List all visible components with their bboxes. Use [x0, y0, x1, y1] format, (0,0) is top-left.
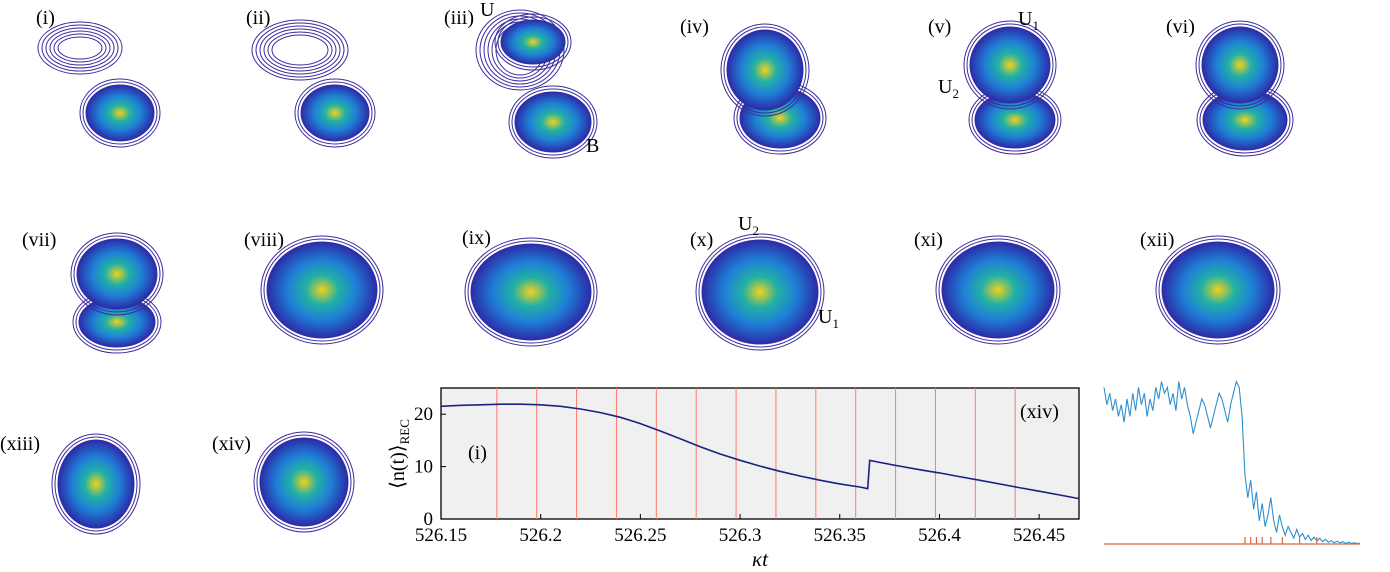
inner-label-start: (i)	[468, 442, 487, 464]
y-axis-label-sub: REC	[397, 419, 412, 444]
wigner-panel: (i)	[36, 7, 160, 147]
y-axis-label: ⟨n(t)⟩REC	[387, 419, 412, 489]
annotation-subscript: 2	[752, 223, 759, 238]
panel-label: (vi)	[1166, 16, 1195, 38]
density-blob	[471, 244, 591, 340]
state-annotation: U1	[818, 306, 839, 331]
density-blob	[260, 438, 348, 526]
state-annotation: B	[586, 135, 599, 157]
wigner-panel: (viii)	[244, 229, 383, 344]
wigner-panel: (xiii)	[0, 433, 140, 534]
density-blob	[77, 239, 157, 309]
inner-label-end: (xiv)	[1020, 401, 1059, 423]
panel-label: (v)	[928, 16, 951, 38]
photon-number-chart: 526.15 526.2 526.25 526.3 526.35 526.4 526.45 0…	[387, 388, 1079, 571]
contour-line	[256, 23, 344, 77]
density-blob	[970, 27, 1050, 103]
trace-line	[1104, 382, 1360, 544]
panel-label: (iii)	[444, 7, 474, 29]
panel-label: (ii)	[246, 7, 270, 29]
x-tick-label: 526.2	[519, 525, 562, 546]
density-blob	[1162, 242, 1274, 338]
wigner-panel: (x) U2 U1	[690, 213, 839, 350]
density-blob	[501, 20, 565, 64]
panel-label: (x)	[690, 229, 713, 251]
y-tick-label: 0	[424, 509, 434, 530]
contour-line	[268, 32, 332, 68]
density-blob	[942, 242, 1054, 338]
contour-line	[50, 31, 110, 65]
state-annotation: U1	[1018, 8, 1039, 33]
panel-label: (iv)	[680, 16, 709, 38]
y-tick-label: 10	[414, 457, 433, 478]
wigner-panel: (vii)	[22, 229, 163, 353]
panel-label: (ix)	[462, 227, 491, 249]
state-annotation: U2	[938, 76, 959, 101]
density-blob	[86, 85, 154, 141]
contour-line	[58, 37, 102, 59]
panel-label: (xiv)	[212, 433, 251, 455]
y-tick-label: 20	[414, 404, 433, 425]
density-blob	[58, 440, 134, 528]
state-annotation: U2	[738, 213, 759, 238]
contour-line	[272, 35, 328, 65]
wigner-panel: (xiv)	[212, 432, 354, 532]
wigner-panel: (v) U1 U2	[928, 8, 1061, 154]
density-blob	[1202, 27, 1278, 103]
density-blob	[301, 85, 369, 141]
wigner-panel: (iv)	[680, 16, 826, 154]
wigner-panel: (ix)	[462, 227, 597, 346]
panel-label: (xi)	[914, 229, 943, 251]
x-tick-label: 526.45	[1013, 525, 1065, 546]
x-tick-label: 526.35	[814, 525, 866, 546]
wigner-panel: (iii) U B	[444, 0, 599, 158]
panel-label: (vii)	[22, 229, 56, 251]
annotation-subscript: 1	[832, 316, 839, 331]
panel-label: (i)	[36, 7, 55, 29]
wigner-panel: (ii)	[246, 7, 375, 147]
contour-line	[54, 34, 106, 62]
wigner-panel: (xi)	[914, 229, 1060, 344]
x-tick-label: 526.3	[719, 525, 762, 546]
y-axis-label-main: ⟨n(t)⟩	[387, 444, 409, 488]
state-annotation: U	[480, 0, 495, 21]
x-tick-label: 526.4	[918, 525, 961, 546]
panel-label: (xii)	[1140, 229, 1174, 251]
contour-line	[38, 22, 122, 74]
density-blob	[702, 240, 818, 344]
contour-line	[42, 25, 118, 71]
density-blob	[267, 242, 377, 338]
x-tick-label: 526.25	[614, 525, 666, 546]
wigner-panel: (vi)	[1166, 16, 1293, 156]
panel-label: (viii)	[244, 229, 284, 251]
wigner-panel: (xii)	[1140, 229, 1280, 344]
panel-label: (xiii)	[0, 433, 40, 455]
density-blob	[727, 30, 803, 110]
trajectory-trace	[1104, 382, 1360, 544]
annotation-subscript: 2	[952, 86, 959, 101]
density-blob	[515, 92, 591, 152]
x-axis-label: κt	[752, 547, 769, 571]
annotation-subscript: 1	[1032, 18, 1039, 33]
